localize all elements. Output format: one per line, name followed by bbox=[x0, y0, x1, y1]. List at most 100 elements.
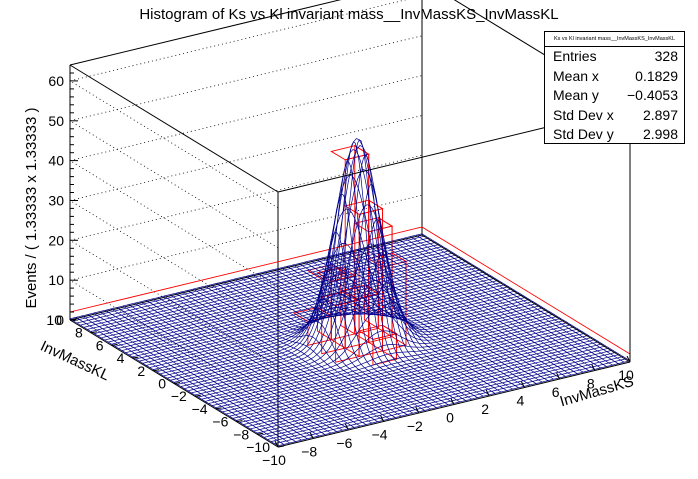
lego-bin bbox=[330, 145, 370, 161]
y-tick bbox=[69, 318, 77, 321]
surface-line-x bbox=[398, 239, 607, 367]
z-tick-label: 20 bbox=[48, 232, 64, 248]
z-tick-label: 40 bbox=[48, 153, 64, 169]
surface-line-x bbox=[110, 308, 320, 437]
x-tick bbox=[485, 389, 490, 397]
surface-line-x bbox=[269, 218, 478, 398]
surface-line-x bbox=[116, 307, 326, 435]
z-tick-label: 50 bbox=[48, 113, 64, 129]
surface-line-x bbox=[339, 253, 549, 381]
stats-row-entries: Entries 328 bbox=[545, 47, 684, 67]
lego-outline bbox=[69, 226, 631, 355]
z-gridline bbox=[68, 75, 423, 288]
y-tick-label: −2 bbox=[171, 388, 187, 404]
x-tick-label: 4 bbox=[517, 393, 525, 409]
y-tick-label: −4 bbox=[192, 401, 208, 417]
surface-line-x bbox=[421, 233, 631, 362]
surface-line-x bbox=[263, 183, 472, 400]
x-tick bbox=[450, 398, 455, 405]
stats-header: Ks vs Kl invariant mass__InvMassKS_InvMa… bbox=[545, 32, 684, 47]
stats-value: 328 bbox=[654, 48, 678, 64]
surface-line-x bbox=[234, 193, 443, 407]
stats-box: Ks vs Kl invariant mass__InvMassKS_InvMa… bbox=[544, 31, 685, 144]
stats-label: Std Dev x bbox=[553, 106, 614, 123]
stats-value: 0.1829 bbox=[635, 67, 678, 84]
y-tick-label: 2 bbox=[137, 363, 145, 379]
surface-line-x bbox=[410, 236, 619, 364]
lego-bin bbox=[344, 199, 384, 215]
surface-line-x bbox=[222, 268, 431, 410]
stats-label: Std Dev y bbox=[553, 126, 614, 142]
y-tick-label: 8 bbox=[75, 325, 83, 341]
surface-line-x bbox=[374, 244, 584, 373]
surface-line-x bbox=[380, 243, 590, 372]
x-tick-label: 2 bbox=[481, 401, 489, 417]
surface-line-x bbox=[333, 254, 543, 383]
x-tick-label: −10 bbox=[262, 452, 286, 468]
surface-line-x bbox=[357, 249, 566, 377]
surface-line-x bbox=[363, 247, 572, 376]
x-axis-label: InvMassKS bbox=[558, 373, 636, 410]
surface-line-x bbox=[87, 314, 296, 442]
stats-value: 2.998 bbox=[642, 126, 678, 142]
surface-line-x bbox=[404, 237, 613, 366]
y-tick bbox=[90, 331, 97, 334]
surface-line-x bbox=[187, 290, 396, 418]
surface-line-x bbox=[69, 318, 279, 447]
y-tick bbox=[277, 445, 285, 448]
x-tick-label: −6 bbox=[336, 435, 352, 451]
stats-row-mean-x: Mean x 0.1829 bbox=[545, 67, 684, 87]
y-tick bbox=[173, 382, 181, 384]
surface-line-x bbox=[93, 312, 302, 441]
surface-line-x bbox=[122, 305, 331, 434]
surface-line-x bbox=[351, 250, 560, 379]
surface-line-x bbox=[128, 304, 337, 432]
x-tick bbox=[344, 423, 349, 431]
surface-line-x bbox=[322, 257, 531, 386]
surface-line-x bbox=[204, 285, 414, 414]
surface-line-x bbox=[292, 264, 502, 393]
y-tick bbox=[236, 420, 243, 423]
surface-line-x bbox=[99, 311, 308, 440]
y-tick-label: −6 bbox=[212, 414, 228, 430]
stats-value: 2.897 bbox=[642, 106, 678, 123]
surface-line-x bbox=[210, 284, 419, 413]
surface-line-x bbox=[146, 300, 355, 428]
surface-line-x bbox=[345, 251, 554, 380]
surface-line-x bbox=[245, 141, 455, 404]
x-tick-label: 6 bbox=[552, 384, 560, 400]
surface-line-x bbox=[169, 294, 378, 423]
surface-line-x bbox=[239, 160, 449, 406]
z-tick-label: 60 bbox=[48, 73, 64, 89]
y-tick bbox=[194, 394, 201, 397]
surface-line-x bbox=[134, 302, 343, 431]
x-tick bbox=[274, 440, 279, 448]
frame-edge bbox=[69, 0, 342, 66]
x-tick-label: −8 bbox=[301, 444, 317, 460]
x-tick bbox=[415, 406, 420, 414]
x-tick bbox=[380, 415, 385, 422]
x-tick-label: −2 bbox=[407, 418, 423, 434]
z-tick-label: 10 bbox=[48, 272, 64, 288]
surface-line-x bbox=[327, 256, 537, 384]
surface-line-x bbox=[392, 240, 601, 369]
x-tick bbox=[520, 381, 525, 388]
surface-line-x bbox=[198, 287, 408, 415]
surface-line-x bbox=[310, 260, 519, 389]
y-tick-label: 0 bbox=[158, 376, 166, 392]
surface-line-x bbox=[105, 310, 314, 438]
surface-line-x bbox=[304, 261, 513, 390]
frame-edge bbox=[69, 234, 423, 321]
axis-ticks: 0102030405060−10−8−6−4−20246810−10−8−6−4… bbox=[46, 72, 634, 468]
stats-row-stddev-y: Std Dev y 2.998 bbox=[545, 125, 684, 145]
x-tick bbox=[556, 372, 561, 380]
stats-row-mean-y: Mean y −0.4053 bbox=[545, 86, 684, 106]
stats-value: −0.4053 bbox=[627, 87, 678, 103]
x-tick-label: 8 bbox=[587, 376, 595, 392]
x-tick bbox=[309, 432, 314, 439]
chart-title: Histogram of Ks vs Kl invariant mass__In… bbox=[139, 6, 559, 23]
surface-line-x bbox=[275, 253, 484, 397]
surface-line-x bbox=[175, 293, 384, 421]
